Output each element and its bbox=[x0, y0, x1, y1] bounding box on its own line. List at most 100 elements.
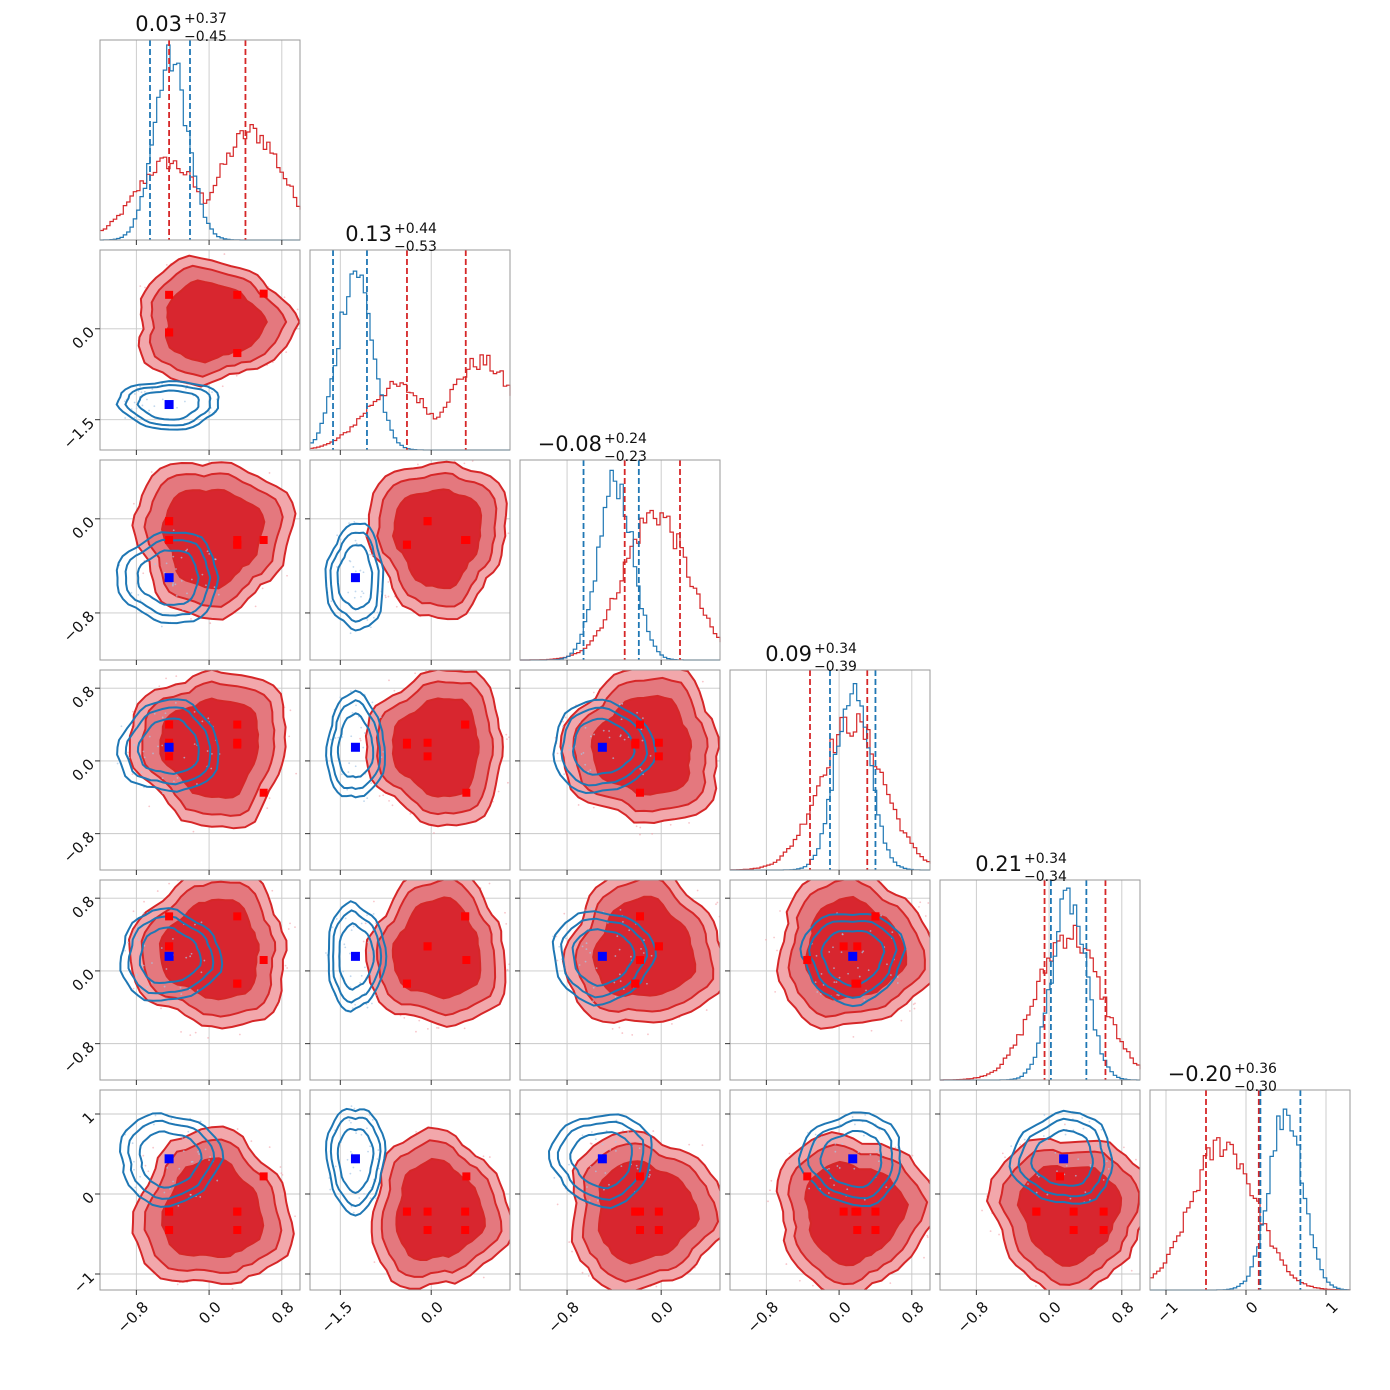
scatter-point-series-b bbox=[836, 993, 839, 996]
scatter-point-series-a bbox=[669, 823, 672, 826]
scatter-point-series-a bbox=[592, 806, 595, 809]
mode-marker-series-a bbox=[233, 720, 242, 729]
mode-marker-series-b bbox=[164, 1154, 174, 1164]
scatter-point-series-b bbox=[847, 972, 849, 975]
contour-inner-series-b bbox=[569, 1131, 633, 1190]
scatter-point-series-b bbox=[377, 1149, 380, 1151]
mode-marker-series-a bbox=[461, 536, 470, 544]
mode-marker-series-a bbox=[654, 752, 663, 761]
scatter-point-series-b bbox=[328, 1177, 331, 1179]
mode-marker-series-b bbox=[1059, 1154, 1069, 1164]
scatter-point-series-a bbox=[1019, 1143, 1022, 1146]
panel-title-plus: +0.24 bbox=[604, 431, 647, 447]
diag-panel-5: 0.21 +0.34 −0.34 bbox=[939, 851, 1141, 1081]
scatter-point-series-b bbox=[204, 1148, 207, 1151]
scatter-point-series-b bbox=[146, 985, 149, 988]
scatter-point-series-b bbox=[143, 756, 146, 759]
scatter-point-series-a bbox=[198, 661, 200, 663]
panel-contents bbox=[310, 880, 510, 1080]
y-tick-label: 0 bbox=[79, 1188, 98, 1207]
contour-outer-series-b bbox=[547, 1113, 653, 1210]
scatter-point-series-b bbox=[350, 1205, 353, 1208]
scatter-point-series-b bbox=[808, 1187, 811, 1190]
mode-marker-series-a bbox=[165, 536, 174, 544]
scatter-point-series-a bbox=[488, 1156, 491, 1158]
scatter-point-series-b bbox=[211, 752, 213, 755]
scatter-point-series-b bbox=[620, 1165, 623, 1168]
scatter-point-series-a bbox=[443, 665, 445, 667]
x-tick-label: 0.8 bbox=[898, 1298, 928, 1328]
scatter-point-series-a bbox=[391, 804, 394, 807]
panel-contents bbox=[100, 250, 300, 450]
scatter-point-series-a bbox=[194, 1031, 197, 1034]
mode-marker-series-a bbox=[165, 1226, 174, 1234]
scatter-point-series-b bbox=[639, 1139, 641, 1141]
scatter-point-series-a bbox=[271, 889, 274, 892]
contour-outer-series-b bbox=[118, 1112, 225, 1208]
scatter-point-series-b bbox=[371, 1002, 373, 1005]
scatter-point-series-a bbox=[192, 830, 195, 833]
scatter-point-series-a bbox=[144, 1164, 147, 1167]
scatter-point-series-a bbox=[722, 929, 724, 931]
hist-series-a bbox=[310, 354, 511, 449]
scatter-point-series-b bbox=[1042, 1135, 1045, 1137]
scatter-point-series-a bbox=[581, 1271, 584, 1274]
scatter-point-series-b bbox=[139, 599, 142, 602]
scatter-point-series-a bbox=[460, 1291, 462, 1293]
scatter-point-series-b bbox=[161, 744, 164, 747]
scatter-point-series-b bbox=[366, 1006, 369, 1009]
scatter-point-series-a bbox=[423, 456, 425, 458]
scatter-point-series-a bbox=[618, 1026, 621, 1029]
x-tick-label: −0.8 bbox=[954, 1298, 992, 1336]
scatter-point-series-b bbox=[214, 558, 217, 561]
scatter-point-series-b bbox=[592, 986, 595, 989]
scatter-point-series-b bbox=[1084, 1191, 1087, 1194]
scatter-point-series-a bbox=[506, 968, 509, 971]
scatter-point-series-a bbox=[359, 737, 361, 740]
scatter-point-series-b bbox=[348, 1119, 351, 1122]
scatter-point-series-b bbox=[341, 736, 344, 738]
scatter-point-series-b bbox=[139, 385, 141, 388]
scatter-point-series-b bbox=[863, 1198, 866, 1201]
panel-frame bbox=[99, 459, 301, 661]
scatter-point-series-a bbox=[696, 889, 699, 892]
scatter-point-series-a bbox=[289, 709, 292, 712]
contour-outer-series-b bbox=[551, 910, 657, 1007]
scatter-point-series-b bbox=[619, 908, 622, 911]
mode-marker-series-b bbox=[164, 400, 174, 410]
x-tick-label: 0 bbox=[1242, 1298, 1261, 1317]
scatter-point-series-a bbox=[513, 1211, 515, 1213]
contour-mid-series-b bbox=[124, 538, 212, 617]
scatter-point-series-b bbox=[616, 935, 619, 938]
scatter-point-series-a bbox=[248, 457, 250, 459]
scatter-point-series-b bbox=[353, 596, 356, 599]
scatter-point-series-b bbox=[133, 401, 136, 404]
scatter-point-series-b bbox=[130, 591, 133, 594]
scatter-point-series-b bbox=[335, 917, 338, 920]
scatter-point-series-b bbox=[165, 562, 168, 565]
scatter-point-series-b bbox=[130, 408, 133, 411]
scatter-point-series-b bbox=[837, 994, 840, 997]
panel-frame bbox=[309, 669, 511, 871]
scatter-point-series-b bbox=[355, 542, 358, 545]
scatter-point-series-b bbox=[194, 923, 196, 926]
scatter-point-series-b bbox=[836, 1165, 839, 1167]
contour-inner-series-b bbox=[1030, 1128, 1094, 1187]
mode-marker-series-a bbox=[259, 956, 268, 964]
scatter-panel-6-4 bbox=[729, 1089, 931, 1291]
scatter-point-series-b bbox=[350, 1121, 352, 1124]
mode-marker-series-b bbox=[350, 951, 360, 961]
y-tick-label: 0.0 bbox=[68, 323, 98, 353]
x-tick-label: 0.0 bbox=[1035, 1298, 1065, 1328]
mode-marker-series-a bbox=[233, 912, 242, 921]
scatter-point-series-a bbox=[150, 471, 153, 473]
hist-series-b bbox=[940, 887, 1140, 1081]
mode-marker-series-a bbox=[1099, 1207, 1108, 1216]
scatter-point-series-a bbox=[207, 1036, 209, 1039]
scatter-point-series-a bbox=[981, 1209, 983, 1212]
panel-frame bbox=[519, 669, 721, 871]
scatter-point-series-b bbox=[862, 1134, 865, 1137]
scatter-point-series-b bbox=[171, 584, 174, 587]
mode-marker-series-a bbox=[462, 1172, 471, 1181]
scatter-point-series-b bbox=[351, 1007, 354, 1010]
